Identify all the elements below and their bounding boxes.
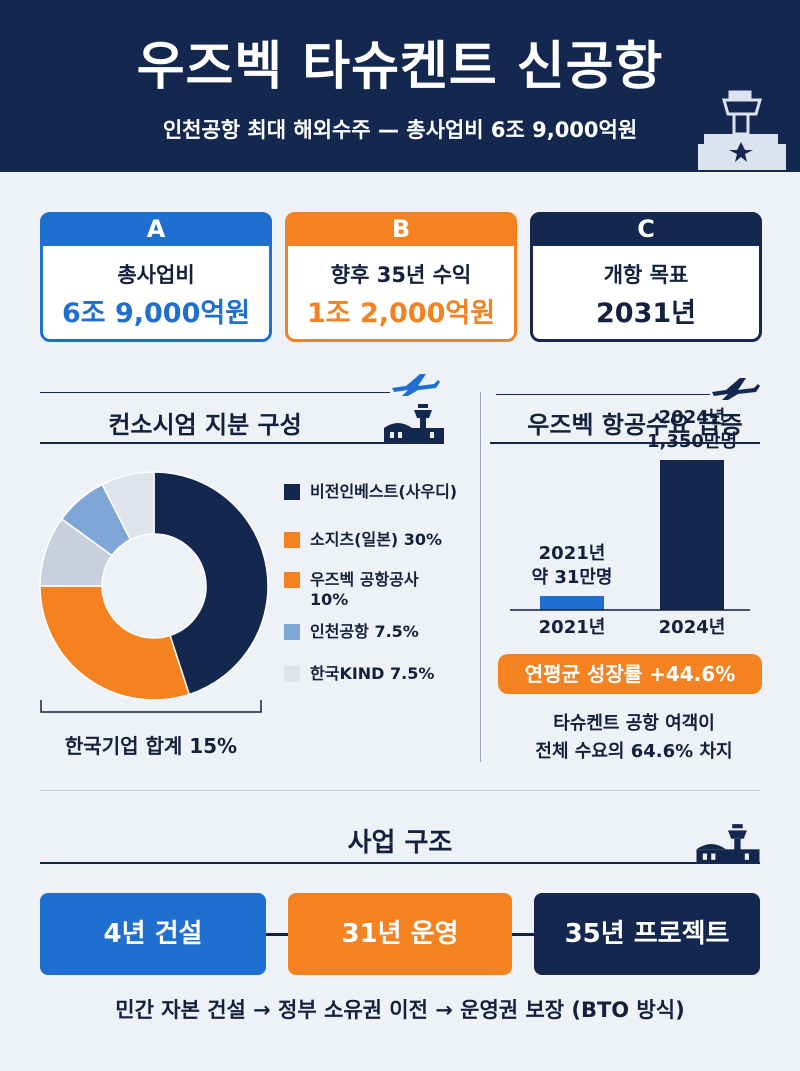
bar-data-label-year: 2021년	[512, 542, 632, 566]
legend-swatch	[284, 666, 300, 682]
section-divider	[480, 392, 481, 762]
step-connector	[512, 933, 534, 936]
section-underline	[40, 442, 444, 444]
airport-building-icon	[692, 822, 764, 864]
legend-swatch	[284, 484, 300, 500]
demand-note-line2: 전체 수요의 64.6% 차지	[484, 738, 784, 766]
plane-icon	[710, 374, 760, 402]
section-underline	[40, 862, 760, 864]
header-banner: 우즈벡 타슈켄트 신공항 인천공항 최대 해외수주 — 총사업비 6조 9,00…	[0, 0, 800, 172]
legend-label: 비전인베스트(사우디)	[310, 482, 500, 502]
bar-data-label-year: 2024년	[632, 406, 752, 430]
legend-swatch	[284, 624, 300, 640]
card-label: 개항 목표	[533, 259, 759, 289]
step-connector	[266, 933, 288, 936]
card-revenue: B 향후 35년 수익 1조 2,000억원	[285, 212, 517, 342]
card-tab-c: C	[530, 212, 762, 246]
section-divider-h	[40, 790, 760, 791]
section-rule	[496, 394, 710, 395]
legend-swatch	[284, 572, 300, 588]
airport-tower-icon	[694, 86, 790, 172]
bar-data-label-value: 약 31만명	[512, 566, 632, 590]
legend-swatch	[284, 532, 300, 548]
section-rule	[40, 392, 390, 393]
legend-label: 한국KIND 7.5%	[310, 664, 500, 684]
demand-note-line1: 타슈켄트 공항 여객이	[484, 710, 784, 738]
card-value: 6조 9,000억원	[43, 291, 269, 330]
demand-note: 타슈켄트 공항 여객이 전체 수요의 64.6% 차지	[484, 710, 784, 766]
page-title: 우즈벡 타슈켄트 신공항	[0, 24, 800, 99]
korean-total-label: 한국기업 합계 15%	[40, 730, 262, 759]
card-opening: C 개항 목표 2031년	[530, 212, 762, 342]
legend-label: 소지츠(일본) 30%	[310, 530, 500, 550]
structure-footer: 민간 자본 건설 → 정부 소유권 이전 → 운영권 보장 (BTO 방식)	[0, 994, 800, 1024]
bar-category-label-0: 2021년	[512, 616, 632, 640]
card-label: 향후 35년 수익	[288, 259, 514, 289]
legend-label: 인천공항 7.5%	[310, 622, 500, 642]
step-project: 35년 프로젝트	[534, 893, 760, 975]
step-operation: 31년 운영	[288, 893, 512, 975]
bar-data-label-0: 2021년약 31만명	[512, 542, 632, 590]
bar-1	[660, 460, 724, 610]
bar-data-label-1: 2024년1,350만명	[632, 406, 752, 454]
bar-category-label-1: 2024년	[632, 616, 752, 640]
card-value: 1조 2,000억원	[288, 291, 514, 330]
plane-icon	[390, 370, 440, 398]
growth-rate-badge: 연평균 성장률 +44.6%	[498, 654, 762, 694]
bar-0	[540, 596, 604, 610]
bar-data-label-value: 1,350만명	[632, 430, 752, 454]
card-value: 2031년	[533, 291, 759, 330]
consortium-title: 컨소시엄 지분 구성	[40, 405, 370, 440]
step-construction: 4년 건설	[40, 893, 266, 975]
korean-bracket	[40, 700, 262, 714]
card-tab-a: A	[40, 212, 272, 246]
legend-label: 우즈벡 공항공사 10%	[310, 570, 460, 610]
card-label: 총사업비	[43, 259, 269, 289]
pie-slice-1	[40, 586, 189, 700]
consortium-donut-chart	[38, 470, 270, 702]
card-tab-b: B	[285, 212, 517, 246]
page-subtitle: 인천공항 최대 해외수주 — 총사업비 6조 9,000억원	[0, 114, 800, 144]
airport-building-icon	[382, 402, 446, 442]
structure-title: 사업 구조	[0, 822, 800, 859]
card-total-cost: A 총사업비 6조 9,000억원	[40, 212, 272, 342]
